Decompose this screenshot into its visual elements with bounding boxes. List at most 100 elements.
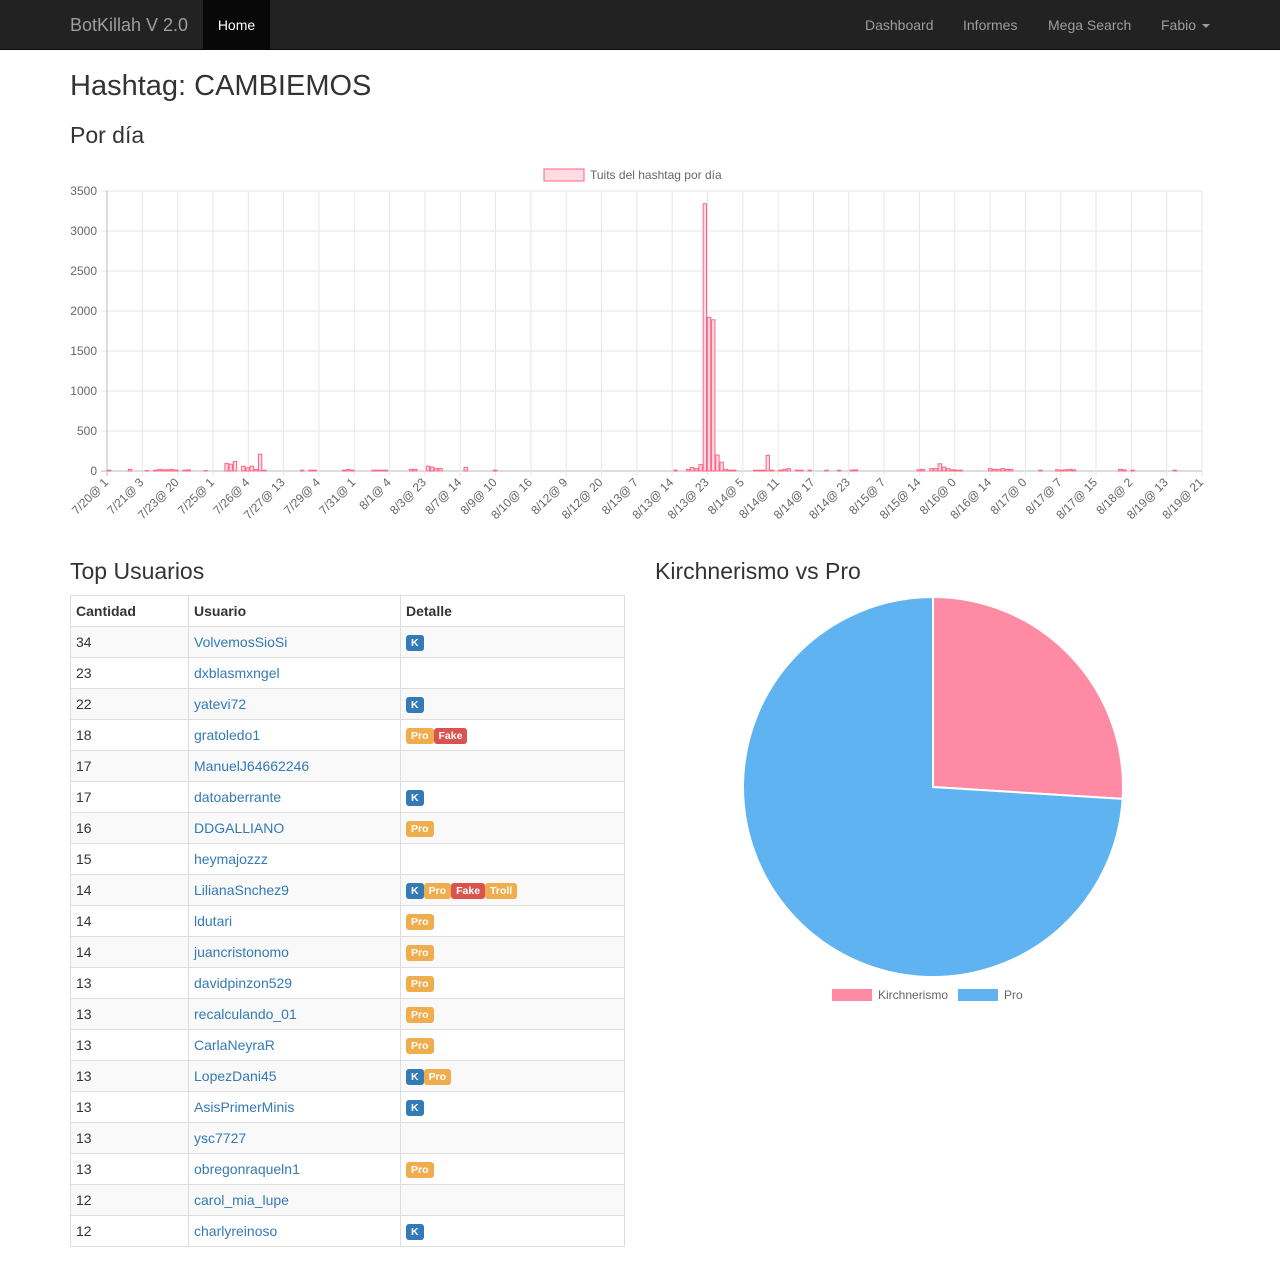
bar xyxy=(1071,469,1077,472)
nav-user-dropdown[interactable]: Fabio xyxy=(1161,0,1211,50)
bar xyxy=(706,316,712,472)
count-cell: 13 xyxy=(70,967,189,999)
user-link[interactable]: ManuelJ64662246 xyxy=(188,750,401,782)
bar xyxy=(933,468,938,472)
bar xyxy=(429,466,435,472)
tag-badge-k: K xyxy=(406,1068,424,1085)
top-users-table: Cantidad Usuario Detalle 34 VolvemosSioSi… xyxy=(70,595,625,1247)
user-link[interactable]: LilianaSnchez9 xyxy=(188,874,401,906)
count-cell: 18 xyxy=(70,719,189,751)
bar xyxy=(308,469,313,472)
user-link[interactable]: VolvemosSioSi xyxy=(188,626,401,658)
detail-cell xyxy=(400,657,625,689)
bar xyxy=(941,466,947,472)
user-link[interactable]: ldutari xyxy=(188,905,401,937)
tag-badge-k: K xyxy=(406,1223,424,1240)
tag-badge-pro: Pro xyxy=(406,913,434,930)
bar xyxy=(694,468,699,472)
user-link[interactable]: dxblasmxngel xyxy=(188,657,401,689)
user-link[interactable]: DDGALLIANO xyxy=(188,812,401,844)
bar xyxy=(987,468,993,472)
bar xyxy=(732,469,737,472)
y-tick-label: 2000 xyxy=(70,304,97,318)
user-link[interactable]: carol_mia_lupe xyxy=(188,1184,401,1216)
user-link[interactable]: davidpinzon529 xyxy=(188,967,401,999)
count-cell: 13 xyxy=(70,1153,189,1185)
kirchnerismo-vs-pro-chart: Kirchnerismo Pro xyxy=(742,595,1125,1002)
bar xyxy=(685,468,691,472)
top-users-heading: Top Usuarios xyxy=(70,558,205,584)
page-title: Hashtag: CAMBIEMOS xyxy=(70,70,372,102)
user-link[interactable]: yatevi72 xyxy=(188,688,401,720)
y-tick-label: 500 xyxy=(77,424,97,438)
detail-cell: Pro xyxy=(400,936,625,968)
tag-badge-troll: Troll xyxy=(485,882,518,899)
bar xyxy=(413,468,418,472)
x-tick-label: 7/20@ 1 xyxy=(69,475,111,517)
bar xyxy=(1122,469,1127,472)
count-cell: 13 xyxy=(70,1122,189,1154)
bar xyxy=(916,469,921,472)
user-link[interactable]: LopezDani45 xyxy=(188,1060,401,1092)
nav-dashboard[interactable]: Dashboard xyxy=(865,17,934,33)
detail-cell xyxy=(400,843,625,875)
bar xyxy=(425,465,431,472)
count-cell: 14 xyxy=(70,905,189,937)
table-row: 13 AsisPrimerMinis K xyxy=(70,1091,625,1123)
table-row: 13 recalculando_01 Pro xyxy=(70,998,625,1030)
column-header-detalle: Detalle xyxy=(400,595,625,627)
detail-cell: K xyxy=(400,688,625,720)
user-link[interactable]: CarlaNeyraR xyxy=(188,1029,401,1061)
bar xyxy=(778,469,783,472)
y-tick-label: 3000 xyxy=(70,224,97,238)
user-link[interactable]: recalculando_01 xyxy=(188,998,401,1030)
bar xyxy=(954,469,959,472)
nav-mega-search[interactable]: Mega Search xyxy=(1048,17,1132,33)
legend-swatch xyxy=(958,989,998,1001)
bar xyxy=(182,469,187,472)
detail-cell: K xyxy=(400,1215,625,1247)
bar xyxy=(761,469,766,472)
user-link[interactable]: obregonraqueln1 xyxy=(188,1153,401,1185)
count-cell: 14 xyxy=(70,936,189,968)
user-link[interactable]: juancristonomo xyxy=(188,936,401,968)
user-link[interactable]: gratoledo1 xyxy=(188,719,401,751)
detail-cell: K xyxy=(400,626,625,658)
tag-badge-k: K xyxy=(406,696,424,713)
column-header-cantidad: Cantidad xyxy=(70,595,189,627)
bar xyxy=(769,469,775,472)
bar xyxy=(992,468,997,472)
user-link[interactable]: datoaberrante xyxy=(188,781,401,813)
bar xyxy=(262,469,267,472)
nav-informes[interactable]: Informes xyxy=(963,17,1018,33)
user-link[interactable]: heymajozzz xyxy=(188,843,401,875)
bar xyxy=(379,469,384,472)
bar xyxy=(312,469,317,472)
y-tick-label: 1000 xyxy=(70,384,97,398)
user-link[interactable]: AsisPrimerMinis xyxy=(188,1091,401,1123)
tag-badge-k: K xyxy=(406,789,424,806)
bar xyxy=(371,469,376,472)
nav-home[interactable]: Home xyxy=(203,0,270,50)
bar xyxy=(174,469,179,472)
brand-link[interactable]: BotKillah V 2.0 xyxy=(70,15,189,35)
y-tick-label: 2500 xyxy=(70,264,97,278)
count-cell: 13 xyxy=(70,1091,189,1123)
bar xyxy=(765,454,770,472)
detail-cell: Pro xyxy=(400,905,625,937)
tag-badge-pro: Pro xyxy=(406,1037,434,1054)
bar xyxy=(1130,469,1135,472)
bar xyxy=(1055,469,1060,472)
bar xyxy=(673,469,678,472)
user-link[interactable]: ysc7727 xyxy=(188,1122,401,1154)
table-row: 12 charlyreinoso K xyxy=(70,1215,625,1247)
detail-cell: Pro xyxy=(400,1153,625,1185)
bar xyxy=(232,460,238,472)
bar xyxy=(824,469,829,472)
tag-badge-pro: Pro xyxy=(406,1161,434,1178)
bar xyxy=(786,468,791,472)
bar xyxy=(383,469,389,472)
detail-cell: Pro xyxy=(400,1029,625,1061)
user-link[interactable]: charlyreinoso xyxy=(188,1215,401,1247)
legend-label: Pro xyxy=(1004,988,1023,1002)
